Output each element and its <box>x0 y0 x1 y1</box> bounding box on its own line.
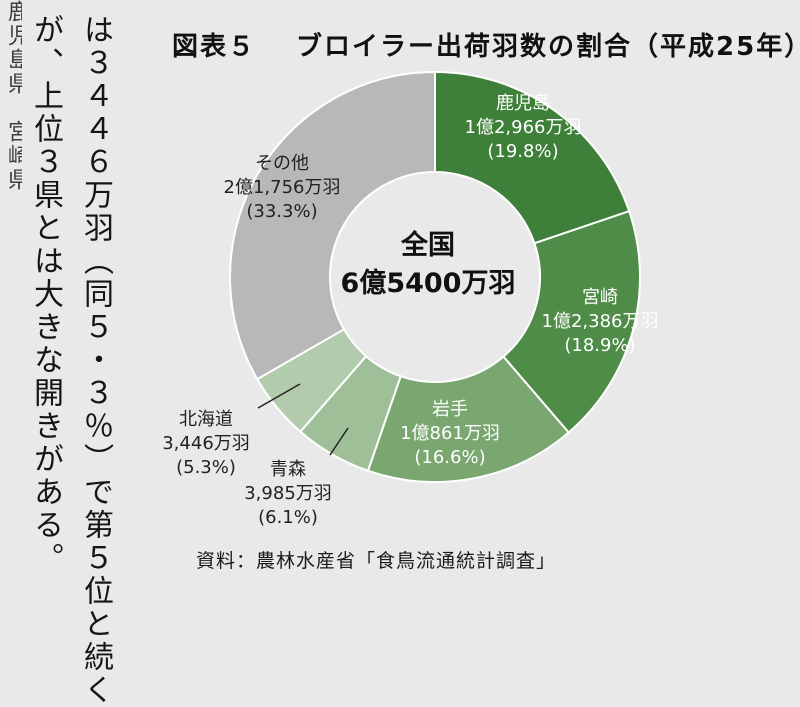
slice-percent: (19.8%) <box>487 141 559 162</box>
slice-label-hokkaido: 北海道 3,446万羽 (5.3%) <box>146 408 266 480</box>
slice-value: 1億2,386万羽 <box>541 311 659 332</box>
slice-miyazaki <box>502 209 641 434</box>
source-note: 資料：農林水産省「食鳥流通統計調査」 <box>196 550 557 572</box>
leader-line-hokkaido <box>257 383 301 409</box>
slice-name: その他 <box>255 153 309 174</box>
slice-percent: (18.9%) <box>564 335 636 356</box>
body-text-column-2: が、上位３県とは大きな開きがある。 <box>28 14 63 575</box>
slice-name: 岩手 <box>432 399 468 420</box>
slice-percent: (33.3%) <box>246 201 318 222</box>
slice-label-other: その他 2億1,756万羽 (33.3%) <box>222 152 342 224</box>
slice-percent: (5.3%) <box>176 457 236 478</box>
slice-value: 3,446万羽 <box>162 433 250 454</box>
center-label: 全国 6億5400万羽 <box>338 228 518 304</box>
slice-kagoshima <box>434 70 631 245</box>
slice-other <box>229 70 436 381</box>
slice-name: 青森 <box>270 459 306 480</box>
slice-label-kagoshima: 鹿児島 1億2,966万羽 (19.8%) <box>448 92 598 164</box>
slice-value: 3,985万羽 <box>244 483 332 504</box>
slice-value: 1億2,966万羽 <box>464 117 582 138</box>
slice-percent: (6.1%) <box>258 507 318 528</box>
slice-label-iwate: 岩手 1億861万羽 (16.6%) <box>375 398 525 470</box>
slice-value: 2億1,756万羽 <box>223 177 341 198</box>
slice-iwate <box>366 355 571 483</box>
chart-title: 図表５ ブロイラー出荷羽数の割合（平成25年） <box>172 26 800 63</box>
center-label-line2: 6億5400万羽 <box>340 268 516 299</box>
slice-name: 鹿児島 <box>496 93 550 114</box>
slice-name: 宮崎 <box>582 287 618 308</box>
slice-value: 1億861万羽 <box>400 423 500 444</box>
bleed-text-column: 鹿児島県、宮崎県 <box>4 0 22 192</box>
leader-line-aomori <box>329 427 349 456</box>
slice-label-miyazaki: 宮崎 1億2,386万羽 (18.9%) <box>525 286 675 358</box>
center-label-line1: 全国 <box>401 230 455 261</box>
donut-chart <box>229 70 641 483</box>
slice-name: 北海道 <box>179 409 233 430</box>
slice-percent: (16.6%) <box>414 447 486 468</box>
slice-label-aomori: 青森 3,985万羽 (6.1%) <box>228 458 348 530</box>
figure-title-text: ブロイラー出荷羽数の割合（平成25年） <box>296 32 800 62</box>
figure-number: 図表５ <box>172 32 257 62</box>
